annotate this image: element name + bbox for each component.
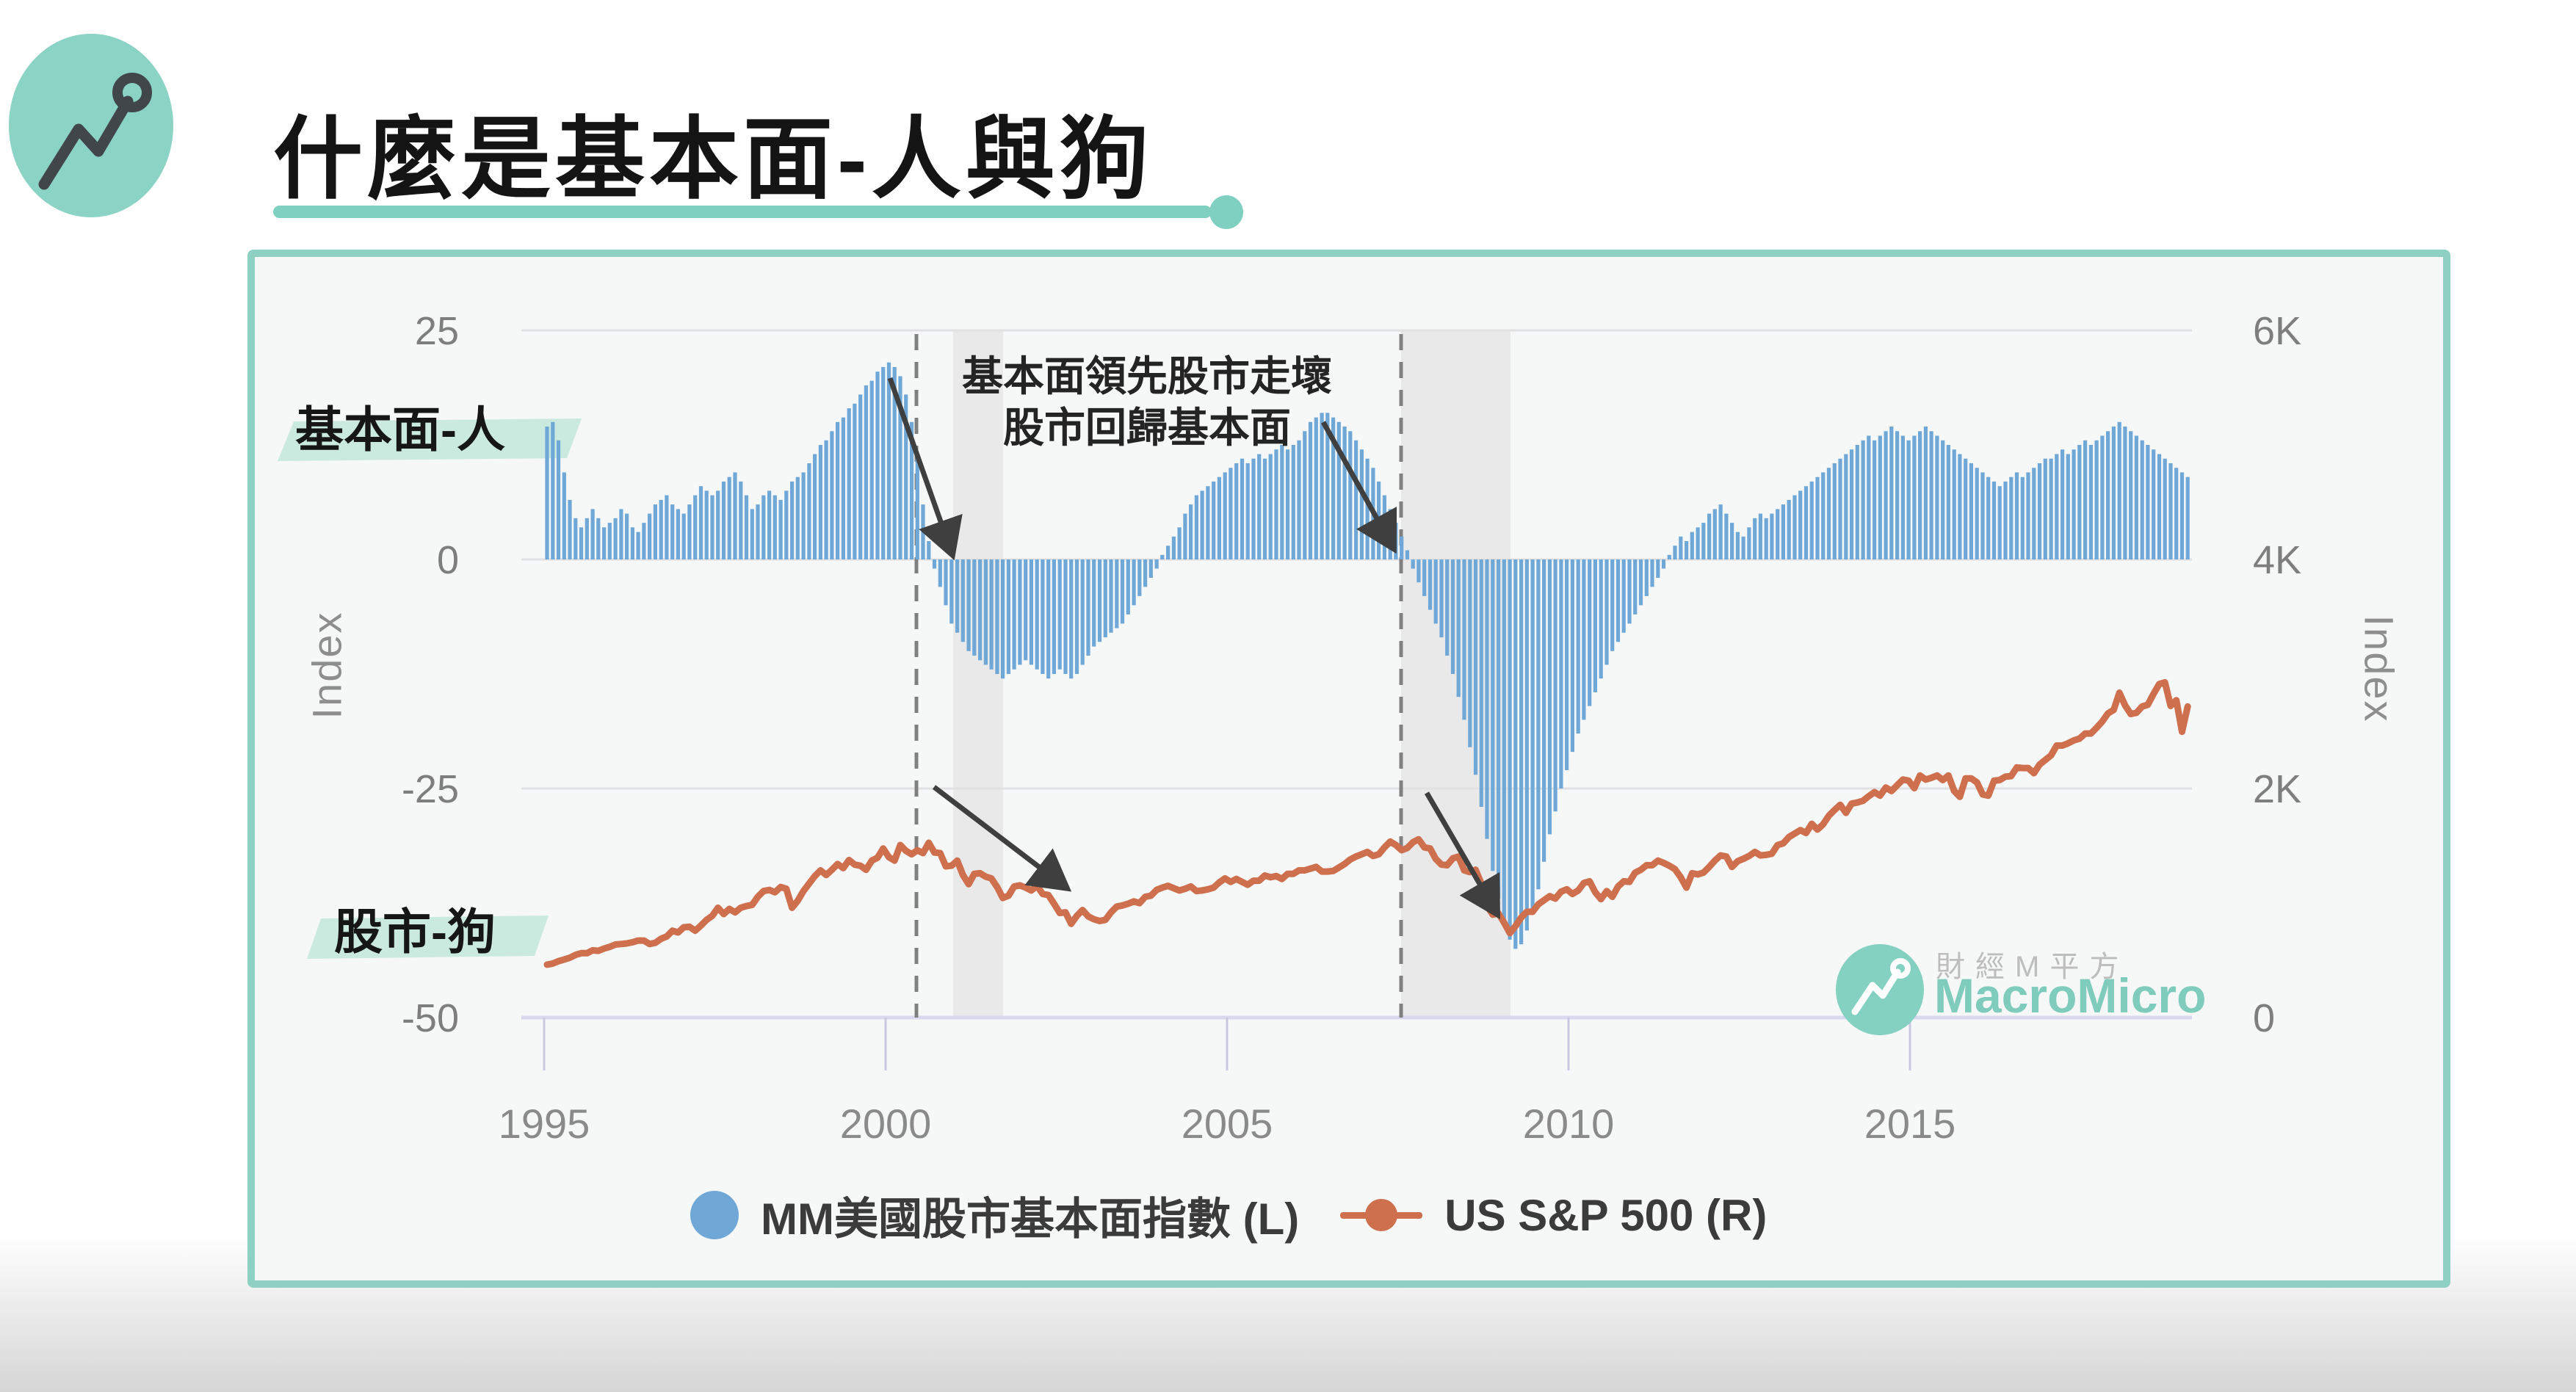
legend-item-sp500[interactable]: US S&P 500 (R) [1340,1190,1767,1241]
right-tick-4k: 4K [2253,538,2302,582]
x-tick-2015: 2015 [1864,1101,1956,1147]
legend-label-sp500: US S&P 500 (R) [1444,1190,1768,1240]
title-underline-dot-icon [1209,195,1243,229]
macromicro-logo-icon [9,34,173,217]
annotation-line2: 股市回歸基本面 [1003,405,1291,451]
right-tick-6k: 6K [2253,309,2302,353]
chart-legend: MM美國股市基本面指數 (L) US S&P 500 (R) [690,1175,2085,1255]
x-tick-2000: 2000 [839,1101,932,1147]
orange-line-dot-marker-icon [1340,1191,1423,1239]
right-axis-title: Index [2356,615,2403,723]
legend-label-fundamental-index: MM美國股市基本面指數 (L) [761,1194,1300,1244]
legend-item-fundamental-index[interactable]: MM美國股市基本面指數 (L) [690,1183,1299,1247]
page-title: 什麼是基本面-人與狗 [273,109,1154,209]
left-axis-title: Index [303,611,350,719]
right-tick-2k: 2K [2253,767,2302,811]
watermark-logo-icon [1836,944,1924,1035]
x-tick-2010: 2010 [1522,1101,1615,1147]
left-tick-n50: -50 [401,996,459,1040]
blue-circle-marker-icon [690,1191,739,1239]
annotation-line1: 基本面領先股市走壞 [962,353,1332,399]
x-tick-1995: 1995 [498,1101,590,1147]
left-tick-25: 25 [414,309,459,353]
watermark-brand-en: MacroMicro [1934,968,2207,1023]
x-tick-2005: 2005 [1181,1101,1273,1147]
left-tick-n25: -25 [401,767,459,811]
watermark-brand-cn: 財經M平方 [1936,951,2130,983]
right-tick-0: 0 [2253,996,2276,1040]
title-underline [273,206,1212,218]
fundamentals-human-label: 基本面-人 [295,402,505,457]
chart-frame [247,250,2450,1288]
stockmarket-dog-label: 股市-狗 [334,905,496,959]
left-tick-0: 0 [436,538,459,582]
